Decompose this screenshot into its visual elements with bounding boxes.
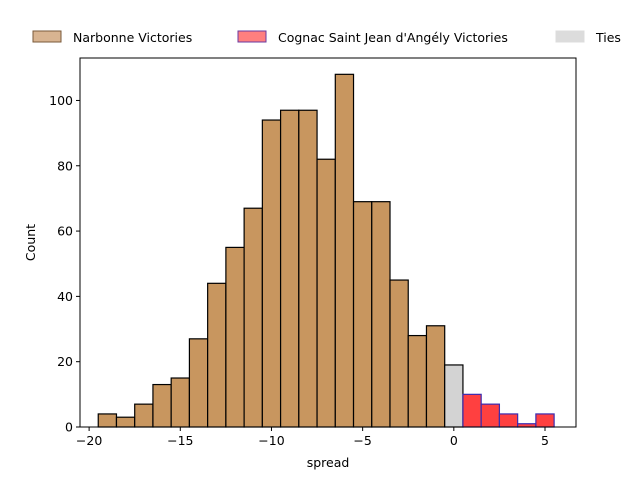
x-tick-label: 5: [541, 433, 549, 448]
bar-0-4: [170, 377, 191, 428]
bar-0-8: [243, 207, 263, 428]
bar-2-0: [462, 393, 482, 428]
bar-2-1: [480, 403, 501, 428]
legend-swatch-0: [32, 30, 62, 43]
y-tick-label: 60: [57, 224, 73, 239]
bar-2-2: [498, 413, 519, 428]
y-axis: 0 20 40 60 80 100: [49, 93, 80, 435]
legend-swatch-1: [237, 30, 267, 43]
y-tick-label: 20: [57, 354, 73, 369]
bar-0-10: [279, 109, 300, 428]
legend-label-0: Narbonne Victories: [73, 30, 192, 45]
bar-0-14: [352, 201, 373, 428]
bars-group: [97, 73, 555, 428]
bar-0-6: [207, 282, 227, 428]
legend: Narbonne Victories Cognac Saint Jean d'An…: [32, 30, 621, 45]
x-tick-label: −15: [167, 433, 193, 448]
legend-swatch-2: [555, 30, 585, 43]
bar-0-18: [425, 325, 446, 428]
x-axis-title: spread: [307, 455, 350, 470]
bar-0-17: [407, 334, 428, 428]
plot-frame: [79, 57, 577, 428]
bar-0-13: [334, 73, 355, 428]
bar-0-7: [225, 246, 245, 428]
bar-0-15: [371, 201, 391, 428]
bar-0-0: [97, 413, 118, 428]
bar-0-12: [316, 158, 336, 428]
x-axis: −20 −15 −10 −5 0 5: [76, 427, 549, 448]
bar-1-0: [444, 364, 464, 428]
y-axis-title: Count: [23, 224, 38, 261]
bar-0-3: [152, 383, 172, 428]
bar-0-5: [188, 338, 209, 428]
x-tick-label: −10: [258, 433, 284, 448]
bar-0-11: [298, 109, 318, 428]
y-tick-label: 100: [49, 93, 73, 108]
bar-0-9: [261, 119, 282, 428]
bar-0-2: [134, 403, 154, 428]
y-tick-label: 40: [57, 289, 73, 304]
bar-0-1: [115, 416, 136, 428]
legend-label-2: Ties: [595, 30, 621, 45]
legend-label-1: Cognac Saint Jean d'Angély Victories: [278, 30, 508, 45]
x-tick-label: −5: [353, 433, 371, 448]
x-tick-label: 0: [450, 433, 458, 448]
bar-2-4: [535, 413, 555, 428]
y-tick-label: 0: [65, 420, 73, 435]
bar-0-16: [389, 279, 409, 428]
y-tick-label: 80: [57, 158, 73, 173]
x-tick-label: −20: [76, 433, 102, 448]
